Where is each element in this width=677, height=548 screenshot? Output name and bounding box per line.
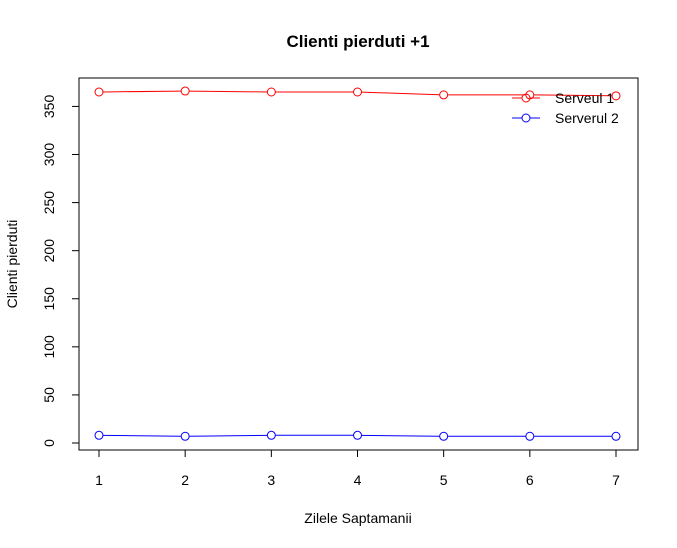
- legend-label: Serveul 1: [555, 90, 614, 106]
- legend: Serveul 1 Serverul 2: [512, 90, 619, 126]
- y-axis: 0 50 100 150 200 250 300 350: [41, 95, 79, 447]
- legend-marker: [521, 113, 531, 123]
- y-axis-label: Clienti pierduti: [4, 220, 20, 309]
- plot-frame: [78, 77, 639, 451]
- x-tick-label: 1: [95, 472, 103, 488]
- x-axis-label: Zilele Saptamanii: [304, 510, 411, 526]
- y-tick-label: 250: [41, 191, 57, 215]
- y-tick-label: 300: [41, 143, 57, 167]
- y-tick-label: 150: [41, 287, 57, 311]
- series-layer: [94, 86, 621, 441]
- y-tick-label: 100: [41, 335, 57, 359]
- x-axis: 1 2 3 4 5 6 7: [95, 450, 620, 488]
- series-2-point: [439, 431, 449, 441]
- series-2-point: [525, 431, 535, 441]
- series-2-segment: [102, 434, 182, 437]
- series-2-point: [180, 431, 190, 441]
- series-1-point: [94, 87, 104, 97]
- series-2-point: [94, 430, 104, 440]
- x-tick-label: 7: [612, 472, 620, 488]
- series-1-segment: [533, 94, 613, 97]
- series-1-point: [611, 91, 621, 101]
- x-tick-label: 2: [181, 472, 189, 488]
- legend-item-1: Serveul 1: [512, 90, 614, 106]
- y-tick-label: 50: [41, 387, 57, 403]
- series-1-point: [353, 87, 362, 97]
- y-tick-label: 200: [41, 239, 57, 263]
- x-tick-label: 4: [354, 472, 362, 488]
- series-2-point: [266, 430, 276, 440]
- series-1-segment: [102, 90, 182, 93]
- x-tick-label: 3: [267, 472, 275, 488]
- x-tick-label: 6: [526, 472, 534, 488]
- series-1-point: [180, 86, 190, 96]
- series-1-point: [266, 87, 276, 97]
- legend-label: Serverul 2: [555, 110, 619, 126]
- series-2-point: [611, 431, 621, 441]
- x-tick-label: 5: [440, 472, 448, 488]
- y-tick-label: 350: [41, 95, 57, 119]
- series-2-segment: [361, 434, 440, 437]
- series-1-segment: [189, 90, 268, 93]
- legend-item-2: Serverul 2: [512, 110, 619, 126]
- series-1: [94, 86, 621, 101]
- series-2-point: [353, 430, 362, 440]
- series-1-point: [439, 90, 449, 100]
- series-2: [94, 430, 621, 441]
- chart-title: Clienti pierduti +1: [286, 32, 429, 51]
- series-1-segment: [361, 91, 440, 96]
- y-tick-label: 0: [41, 439, 57, 447]
- legend-marker: [521, 93, 531, 103]
- series-2-segment: [189, 434, 268, 437]
